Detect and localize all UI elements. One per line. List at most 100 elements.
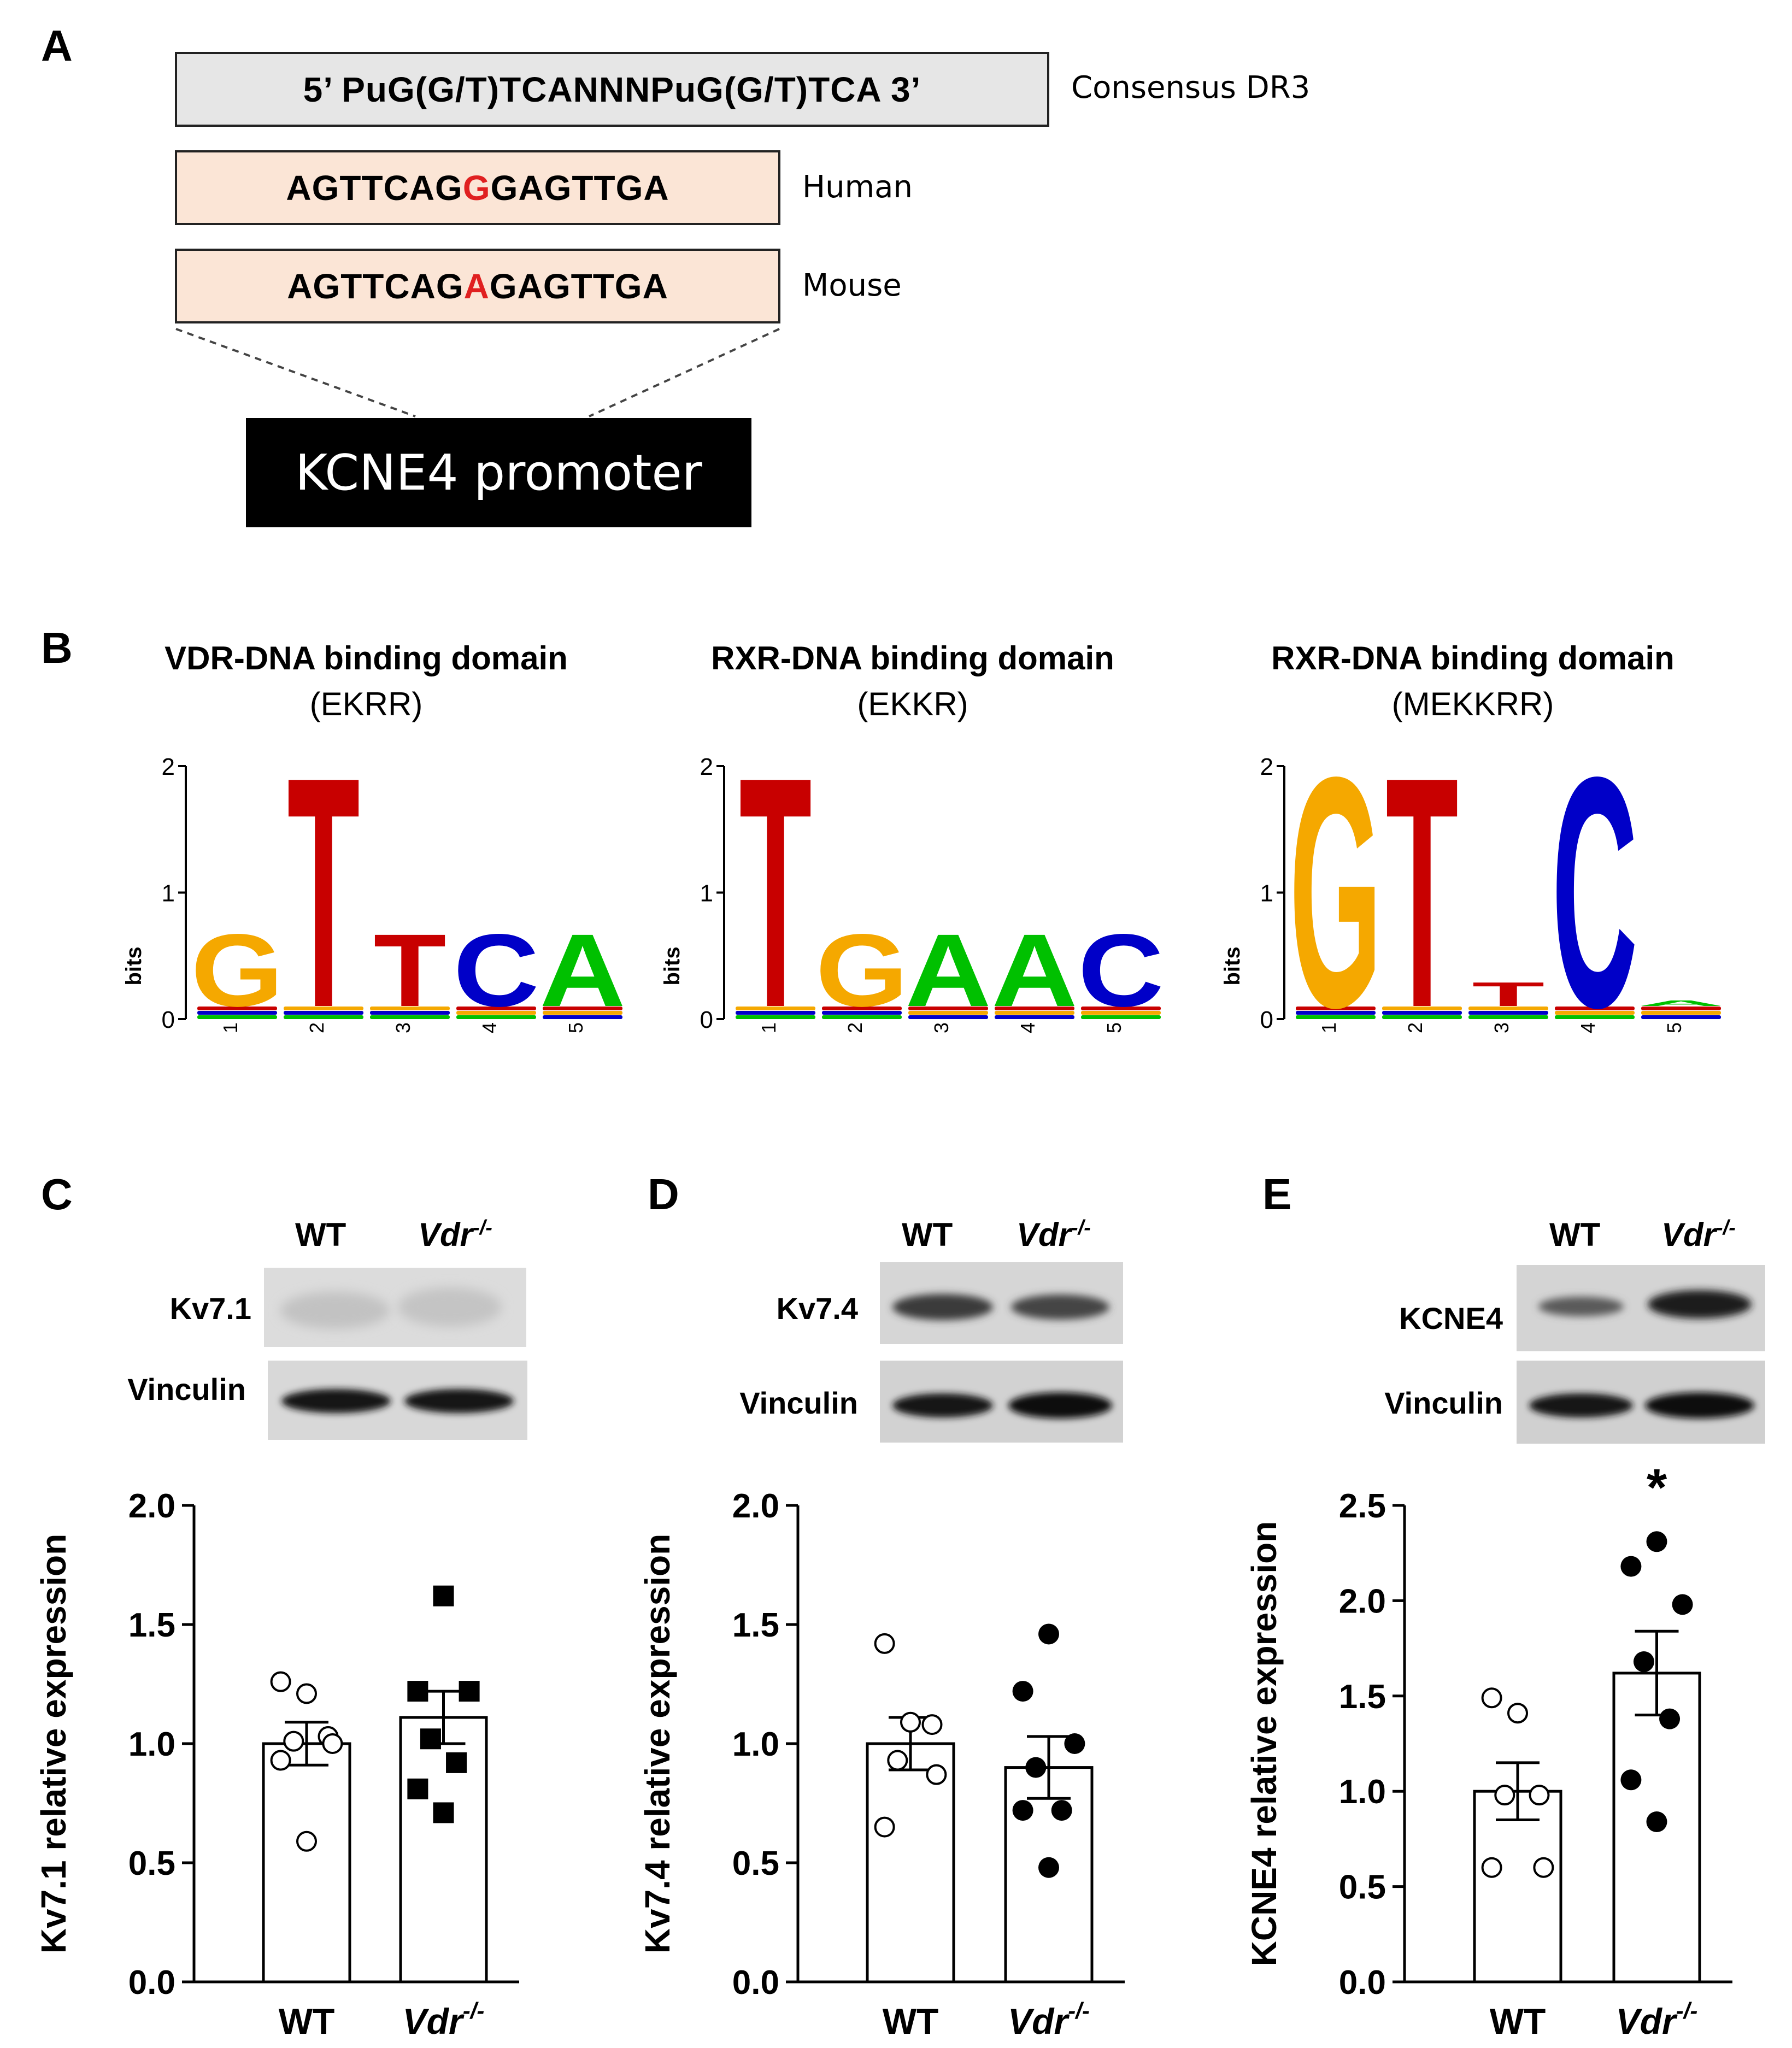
d-vinculin-band-wt <box>892 1393 993 1417</box>
logo-position-label: 4 <box>1577 1022 1599 1033</box>
data-point <box>1025 1757 1047 1778</box>
x-tick-label: Vdr-/- <box>1008 1998 1090 2041</box>
y-tick-label: 0.5 <box>128 1845 175 1882</box>
y-tick-label: 0.5 <box>1339 1869 1386 1906</box>
logo-letter-C: C <box>453 913 539 1028</box>
consensus-sequence-box: 5’ PuG(G/T)TCANNNPuG(G/T)TCA 3’ <box>175 52 1049 127</box>
mouse-variant-base: A <box>463 266 490 306</box>
logo-position-label: 4 <box>1017 1022 1039 1033</box>
logo-y-tick-label: 1 <box>700 880 713 907</box>
logo-letter-A: A <box>1638 999 1724 1008</box>
data-point <box>1659 1708 1681 1729</box>
data-point <box>433 1585 454 1606</box>
logo-y-tick-label: 2 <box>700 754 713 780</box>
c-blot-target-label: Kv7.1 <box>169 1291 251 1326</box>
c-blot-vinculin <box>268 1361 527 1440</box>
logo-letter-G: G <box>1289 754 1382 1060</box>
data-point <box>1633 1651 1654 1673</box>
data-point <box>322 1733 343 1754</box>
logo-minor-letter-T <box>1081 1007 1161 1010</box>
logo-minor-letter-C <box>1468 1011 1548 1015</box>
c-lane-vdr-sup: -/- <box>473 1216 492 1239</box>
c-band-wt <box>280 1292 390 1329</box>
d-blot-vinculin <box>880 1361 1123 1443</box>
c-lane-wt: WT <box>295 1216 346 1253</box>
logo-position-label: 2 <box>844 1022 866 1033</box>
logo-minor-letter-T <box>1641 1007 1721 1010</box>
zoom-lines <box>175 328 780 417</box>
logo-minor-letter-C <box>197 1011 277 1015</box>
data-point <box>1494 1785 1515 1806</box>
human-seq-right: GAGTTGA <box>490 168 669 208</box>
logo-minor-letter-T <box>822 1007 902 1010</box>
logo-minor-letter-G <box>1468 1007 1548 1010</box>
bar-wt <box>1473 1790 1562 1984</box>
logo-letter-C: C <box>1552 754 1637 1060</box>
panel-label-e: E <box>1262 1170 1292 1219</box>
panel-label-d: D <box>648 1170 679 1219</box>
d-blot-kv74 <box>880 1262 1123 1344</box>
consensus-label: Consensus DR3 <box>1071 70 1311 105</box>
y-tick-label: 0.0 <box>128 1964 175 2002</box>
logo-minor-letter-T <box>543 1007 622 1010</box>
logo-1-title-block: VDR-DNA binding domain (EKRR) <box>131 635 601 727</box>
y-tick-label: 2.0 <box>128 1487 175 1525</box>
logo-position-label: 5 <box>1103 1022 1125 1033</box>
human-seq-left: AGTTCAG <box>286 168 463 208</box>
logo-minor-letter-C <box>908 1015 988 1019</box>
logo-letter-A: A <box>539 913 625 1028</box>
e-blot-target-label: KCNE4 <box>1399 1301 1503 1335</box>
human-variant-base: G <box>462 168 491 208</box>
data-point <box>887 1750 908 1771</box>
d-blot-target-label: Kv7.4 <box>776 1291 858 1326</box>
promoter-label: KCNE4 promoter <box>295 444 702 502</box>
logo-minor-letter-C <box>543 1015 622 1019</box>
logo-3-title: RXR-DNA binding domain <box>1271 640 1675 676</box>
c-lane-vdr: Vdr-/- <box>418 1216 492 1253</box>
logo-y-tick-label: 0 <box>1260 1007 1273 1033</box>
logo-minor-letter-T <box>908 1007 988 1010</box>
c-lane-vdr-text: Vdr <box>418 1216 473 1253</box>
mouse-sequence: AGTTCAGAGAGTTGA <box>287 266 668 307</box>
logo-minor-letter-C <box>736 1011 815 1015</box>
logo-3-title-block: RXR-DNA binding domain (MEKKRR) <box>1238 635 1708 727</box>
logo-y-tick-label: 0 <box>162 1007 175 1033</box>
logo-minor-letter-C <box>370 1011 450 1015</box>
y-tick-label: 1.0 <box>128 1726 175 1763</box>
data-point <box>921 1714 943 1735</box>
logo-minor-letter-C <box>822 1011 902 1015</box>
logo-minor-letter-A <box>1081 1015 1161 1019</box>
logo-minor-letter-G <box>1382 1007 1462 1010</box>
logo-y-label: bits <box>1220 946 1244 985</box>
logo-y-tick-label: 2 <box>1260 754 1273 780</box>
logo-minor-letter-C <box>1296 1011 1376 1015</box>
logo-letter-T: T <box>374 913 446 1028</box>
data-point <box>900 1711 921 1733</box>
logo-2-title: RXR-DNA binding domain <box>711 640 1114 676</box>
d-lane-vdr: Vdr-/- <box>1017 1216 1091 1253</box>
d-lane-vdr-text: Vdr <box>1017 1216 1072 1253</box>
d-lane-vdr-sup: -/- <box>1071 1216 1091 1239</box>
data-point <box>433 1802 454 1823</box>
data-point <box>270 1671 291 1692</box>
logo-letter-G: G <box>191 913 283 1028</box>
logo-minor-letter-A <box>1382 1015 1462 1019</box>
logo-letter-T: T <box>739 754 812 1060</box>
logo-minor-letter-A <box>284 1015 363 1019</box>
bar-wt <box>262 1742 351 1984</box>
y-tick-label: 2.0 <box>732 1487 779 1525</box>
logo-position-label: 1 <box>757 1022 780 1033</box>
e-blot-vinculin <box>1517 1361 1765 1444</box>
data-point <box>459 1681 480 1702</box>
data-point <box>1672 1594 1693 1615</box>
data-point <box>1646 1811 1667 1833</box>
logo-y-label: bits <box>122 946 146 985</box>
logo-minor-letter-A <box>1296 1015 1376 1019</box>
data-point <box>296 1831 317 1852</box>
data-point <box>1064 1733 1085 1754</box>
panel-label-a: A <box>41 21 73 70</box>
logo-minor-letter-A <box>822 1015 902 1019</box>
consensus-sequence: 5’ PuG(G/T)TCANNNPuG(G/T)TCA 3’ <box>303 69 921 109</box>
